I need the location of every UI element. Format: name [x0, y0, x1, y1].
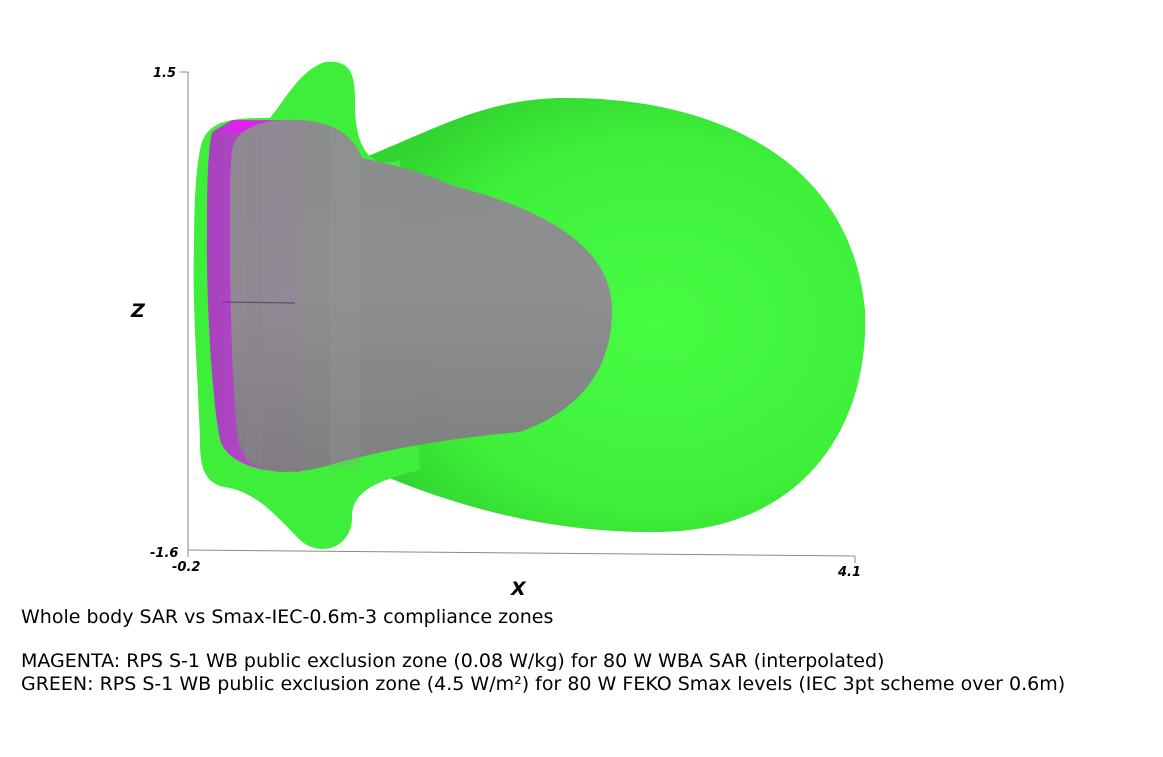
- grey-shade-band: [245, 135, 262, 468]
- x-axis-label: X: [510, 578, 527, 600]
- x-axis-line: [187, 549, 856, 557]
- grey-shade-band-2: [330, 125, 360, 468]
- source-marker: [221, 301, 296, 304]
- caption-green-legend: GREEN: RPS S-1 WB public exclusion zone …: [21, 673, 1066, 695]
- z-tick-bottom: -1.6: [150, 546, 178, 561]
- z-tick-top: 1.5: [153, 66, 176, 81]
- x-tick-left: -0.2: [172, 560, 200, 575]
- plot-area: 1.5 -1.6 -0.2 4.1 Z X: [130, 61, 866, 600]
- caption-magenta-legend: MAGENTA: RPS S-1 WB public exclusion zon…: [21, 650, 885, 672]
- x-tick-right: 4.1: [837, 565, 861, 580]
- z-axis-label: Z: [130, 300, 146, 322]
- caption-title: Whole body SAR vs Smax-IEC-0.6m-3 compli…: [21, 606, 554, 628]
- grey-overlap-surface: [230, 119, 612, 472]
